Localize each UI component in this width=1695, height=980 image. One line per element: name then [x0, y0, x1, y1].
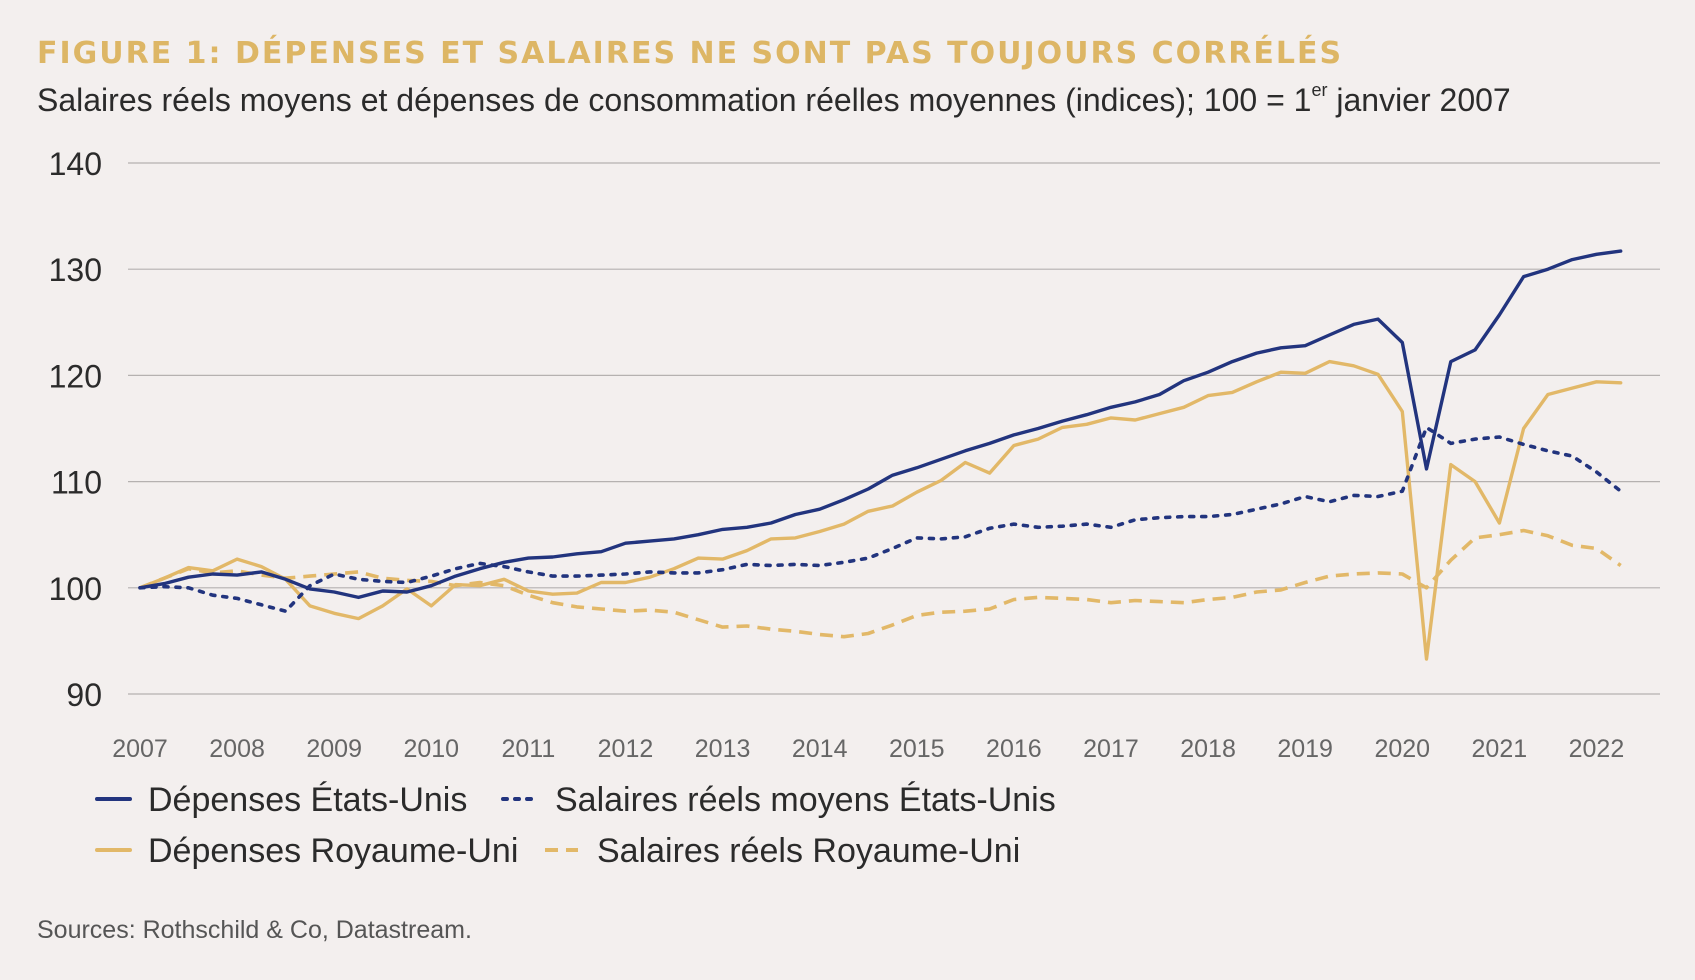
- legend-label: Dépenses États-Unis: [148, 781, 467, 819]
- subtitle-text: Salaires réels moyens et dépenses de con…: [37, 82, 1312, 118]
- legend-label: Salaires réels moyens États-Unis: [555, 781, 1056, 819]
- series-lines: [138, 249, 1623, 661]
- chart-title: FIGURE 1: DÉPENSES ET SALAIRES NE SONT P…: [37, 36, 1344, 71]
- legend: Dépenses États-Unis Salaires réels moyens…: [95, 781, 1056, 870]
- x-axis-tick-labels: 2007 2008 2009 2010 2011 2012 2013 2014 2015 2016…: [112, 735, 1624, 763]
- x-tick-label: 2014: [792, 735, 848, 763]
- y-tick-label: 90: [66, 677, 102, 713]
- x-tick-label: 2019: [1277, 735, 1333, 763]
- x-tick-label: 2008: [209, 735, 265, 763]
- subtitle-date: janvier 2007: [1327, 82, 1511, 118]
- x-tick-label: 2016: [986, 735, 1042, 763]
- x-tick-label: 2011: [502, 735, 556, 763]
- y-tick-label: 120: [49, 358, 102, 394]
- x-tick-label: 2013: [695, 735, 751, 763]
- series-line-depenses-royaume-uni: [138, 359, 1623, 661]
- legend-label: Dépenses Royaume-Uni: [148, 832, 518, 870]
- series-line-salaires-reels-moyens-etats-unis: [138, 425, 1623, 614]
- legend-item: Dépenses Royaume-Uni: [95, 832, 518, 870]
- legend-item: Salaires réels Royaume-Uni: [545, 832, 1020, 870]
- series-line-salaires-reels-royaume-uni: [139, 528, 1622, 639]
- source-note: Sources: Rothschild & Co, Datastream.: [37, 916, 472, 944]
- x-tick-label: 2022: [1569, 735, 1625, 763]
- y-tick-label: 110: [51, 465, 102, 501]
- x-tick-label: 2020: [1374, 735, 1430, 763]
- x-tick-label: 2021: [1472, 735, 1528, 763]
- y-tick-label: 100: [49, 571, 102, 607]
- y-tick-label: 140: [49, 146, 102, 182]
- x-tick-label: 2017: [1083, 735, 1139, 763]
- x-tick-label: 2010: [403, 735, 459, 763]
- y-axis-tick-labels: 90 100 110 120 130 140: [49, 146, 102, 713]
- series-line-depenses-etats-unis: [138, 249, 1623, 600]
- x-tick-label: 2012: [598, 735, 654, 763]
- x-tick-label: 2009: [306, 735, 362, 763]
- x-tick-label: 2018: [1180, 735, 1236, 763]
- chart-subtitle: Salaires réels moyens et dépenses de con…: [37, 80, 1511, 119]
- subtitle-superscript: er: [1311, 80, 1328, 100]
- legend-item: Salaires réels moyens États-Unis: [501, 781, 1056, 819]
- y-tick-label: 130: [49, 252, 102, 288]
- legend-item: Dépenses États-Unis: [95, 781, 467, 819]
- legend-label: Salaires réels Royaume-Uni: [597, 832, 1020, 870]
- x-tick-label: 2015: [889, 735, 945, 763]
- x-tick-label: 2007: [112, 735, 168, 763]
